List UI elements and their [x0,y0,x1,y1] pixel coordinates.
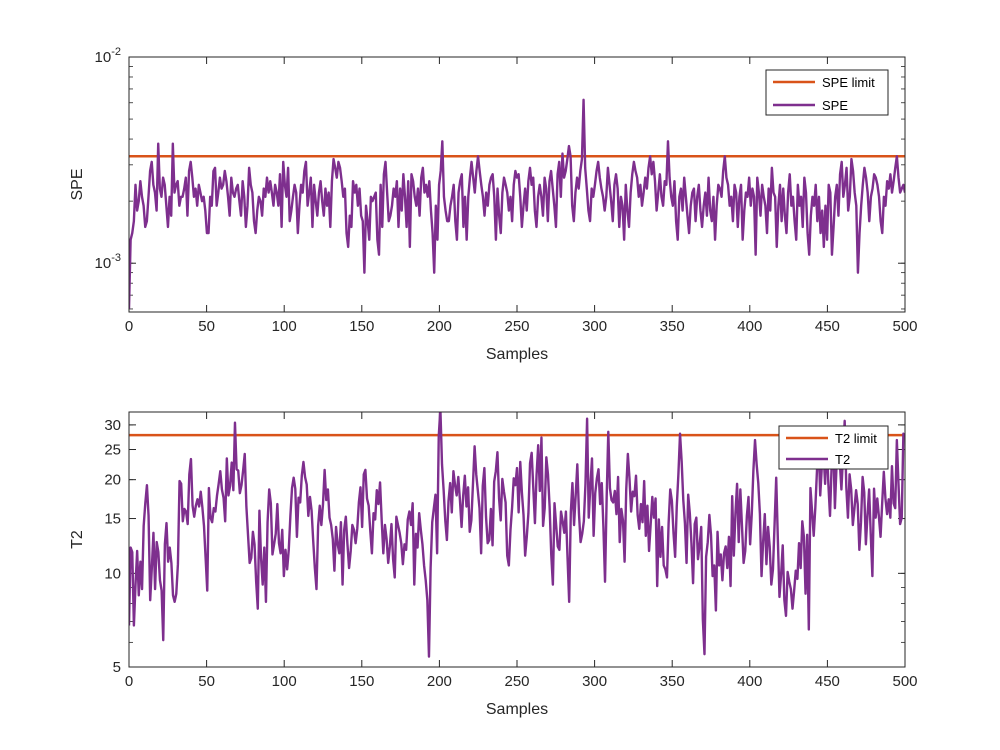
y-tick-label: 10 [104,565,121,582]
legend-entry-limit-label: T2 limit [835,431,877,446]
series-group [129,412,905,658]
data-series-line [129,98,905,309]
axes-frame [128,56,906,313]
legend-box [778,425,889,470]
axes-frame [128,411,906,668]
legend-entry-limit-label: SPE limit [822,75,875,90]
y-tick-label: 20 [104,472,121,489]
x-tick-label: 450 [815,318,840,335]
y-tick-label: 10-2 [95,46,121,66]
x-axis-label: Samples [486,701,548,718]
x-tick-label: 250 [504,318,529,335]
x-tick-label: 500 [892,673,917,690]
y-tick-label: 10-3 [95,252,121,272]
x-tick-label: 400 [737,673,762,690]
y-axis-label: T2 [69,530,86,549]
x-tick-label: 200 [427,318,452,335]
x-tick-label: 150 [349,673,374,690]
t2-subplot: 0 50 100 150 200 250 300 350 400 450 500 5 10 15 20 25 3… [69,411,918,718]
y-tick-label: 15 [104,511,121,528]
x-tick-label: 250 [504,673,529,690]
data-series-line [129,412,905,658]
x-tick-label: 0 [125,318,133,335]
y-axis-label: SPE [69,168,86,200]
x-axis-label: Samples [486,346,548,363]
x-tick-label: 350 [660,318,685,335]
x-tick-label: 100 [272,318,297,335]
x-tick-label: 400 [737,318,762,335]
x-tick-label: 50 [198,318,215,335]
series-group [129,98,905,309]
spe-subplot: 0 50 100 150 200 250 300 350 400 450 500 10-3 10-2 Sa… [69,46,918,363]
x-tick-label: 500 [892,318,917,335]
legend-box [765,69,889,116]
y-tick-label: 25 [104,442,121,459]
x-tick-label: 450 [815,673,840,690]
legend-entry-series-label: SPE [822,98,848,113]
y-tick-label: 30 [104,417,121,434]
x-tick-label: 300 [582,673,607,690]
x-tick-label: 200 [427,673,452,690]
x-tick-label: 150 [349,318,374,335]
x-tick-label: 50 [198,673,215,690]
x-tick-label: 100 [272,673,297,690]
legend-entry-series-label: T2 [835,452,850,467]
x-tick-label: 0 [125,673,133,690]
x-tick-label: 300 [582,318,607,335]
x-tick-label: 350 [660,673,685,690]
y-tick-label: 5 [113,659,121,676]
